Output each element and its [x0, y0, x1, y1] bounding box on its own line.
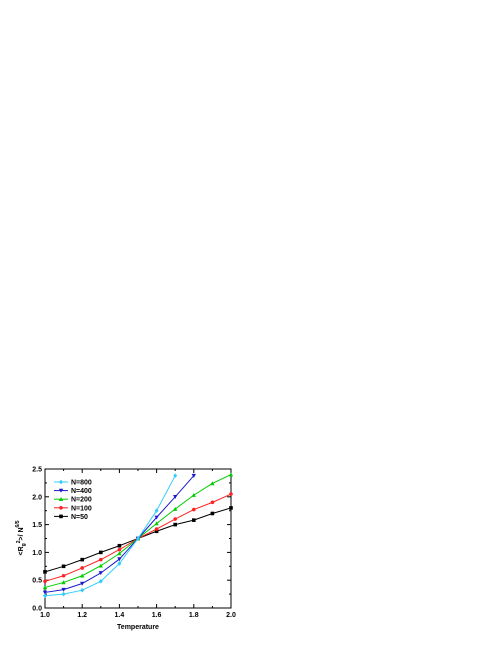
legend-item: N=100 — [54, 505, 92, 512]
series-n-400 — [42, 473, 196, 595]
data-point — [136, 536, 140, 541]
data-point — [98, 571, 103, 576]
series-line — [44, 475, 195, 593]
data-point — [173, 506, 178, 511]
x-tick-label: 1.0 — [40, 612, 50, 619]
y-tick-label: 1.0 — [32, 550, 42, 557]
legend-label: N=100 — [71, 505, 92, 512]
data-point — [173, 473, 178, 479]
legend-item: N=50 — [54, 514, 88, 521]
data-point — [191, 492, 196, 497]
x-tick-label: 1.2 — [77, 612, 87, 619]
data-point — [43, 593, 47, 599]
data-point — [192, 518, 196, 522]
data-point — [154, 527, 159, 531]
data-point — [210, 511, 215, 516]
legend-marker — [58, 497, 64, 501]
data-point — [154, 515, 159, 520]
legend-item: N=200 — [54, 497, 92, 504]
data-point — [154, 521, 159, 526]
legend-marker — [59, 479, 63, 485]
data-point — [173, 517, 177, 521]
y-tick-label: 2.5 — [32, 467, 42, 474]
data-point — [154, 508, 159, 514]
data-point — [61, 580, 66, 585]
legend-label: N=400 — [71, 488, 92, 495]
data-point — [173, 522, 177, 527]
data-point — [191, 473, 196, 478]
data-point — [117, 551, 122, 556]
y-tick-label: 2.0 — [32, 494, 42, 501]
data-point — [210, 481, 215, 486]
data-point — [80, 581, 85, 586]
data-point — [229, 506, 233, 510]
data-point — [173, 495, 178, 499]
data-point — [229, 492, 233, 496]
data-point — [192, 507, 196, 512]
axis-ticks: 1.0 1.2 1.4 1.6 1.8 2.0 0.0 0.5 1.0 1.5 2.0 2.5 — [32, 467, 236, 620]
data-point — [117, 547, 122, 552]
data-point — [42, 585, 48, 590]
data-point — [80, 573, 85, 578]
data-point — [210, 500, 215, 505]
y-tick-label: 0.0 — [32, 606, 42, 613]
legend-item: N=400 — [54, 488, 92, 495]
data-point — [43, 570, 47, 574]
data-point — [99, 550, 103, 555]
data-point — [98, 563, 103, 568]
data-point — [117, 557, 122, 562]
y-axis-label: <Rg2>/ N6/5 — [15, 520, 27, 555]
data-point — [80, 587, 85, 593]
data-point — [99, 557, 103, 562]
data-point — [61, 591, 66, 597]
legend-label: N=200 — [71, 497, 92, 504]
x-tick-label: 1.4 — [115, 612, 125, 619]
x-axis-label: Temperature — [117, 624, 159, 631]
data-point — [154, 529, 159, 534]
data-point — [43, 579, 47, 584]
legend-marker — [59, 514, 63, 519]
data-point — [80, 566, 84, 570]
series-layer — [42, 472, 234, 599]
legend-label: N=800 — [71, 480, 92, 487]
x-tick-label: 1.8 — [189, 612, 199, 619]
data-point — [61, 587, 66, 592]
y-tick-label: 1.5 — [32, 522, 42, 529]
y-tick-label: 0.5 — [32, 578, 42, 585]
x-tick-label: 1.6 — [152, 612, 162, 619]
data-point — [228, 472, 234, 477]
data-point — [61, 564, 66, 569]
data-point — [98, 578, 103, 584]
data-point — [80, 557, 84, 562]
series-line — [44, 475, 176, 597]
x-tick-label: 2.0 — [226, 612, 236, 619]
data-point — [42, 590, 48, 595]
series-n-800 — [43, 473, 178, 599]
data-point — [117, 561, 122, 566]
data-point — [61, 573, 66, 578]
legend-label: N=50 — [71, 514, 88, 521]
data-point — [117, 543, 122, 548]
legend-item: N=800 — [54, 480, 92, 487]
legend-marker — [59, 506, 63, 510]
legend-marker — [58, 488, 64, 493]
